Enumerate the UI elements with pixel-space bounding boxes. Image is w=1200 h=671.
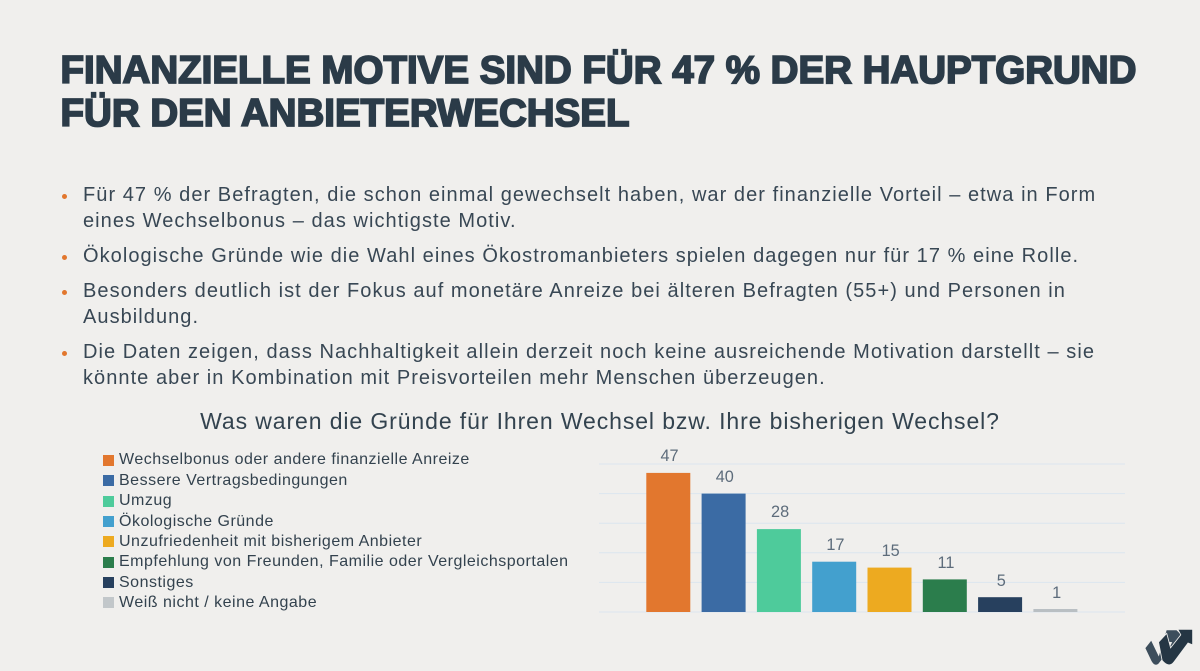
- svg-text:15: 15: [882, 542, 900, 560]
- svg-text:1: 1: [1052, 584, 1061, 602]
- svg-text:40: 40: [716, 468, 734, 486]
- svg-text:28: 28: [771, 503, 789, 521]
- svg-text:5: 5: [997, 572, 1006, 590]
- svg-text:17: 17: [826, 536, 844, 554]
- svg-text:47: 47: [660, 447, 678, 465]
- svg-text:11: 11: [938, 554, 955, 572]
